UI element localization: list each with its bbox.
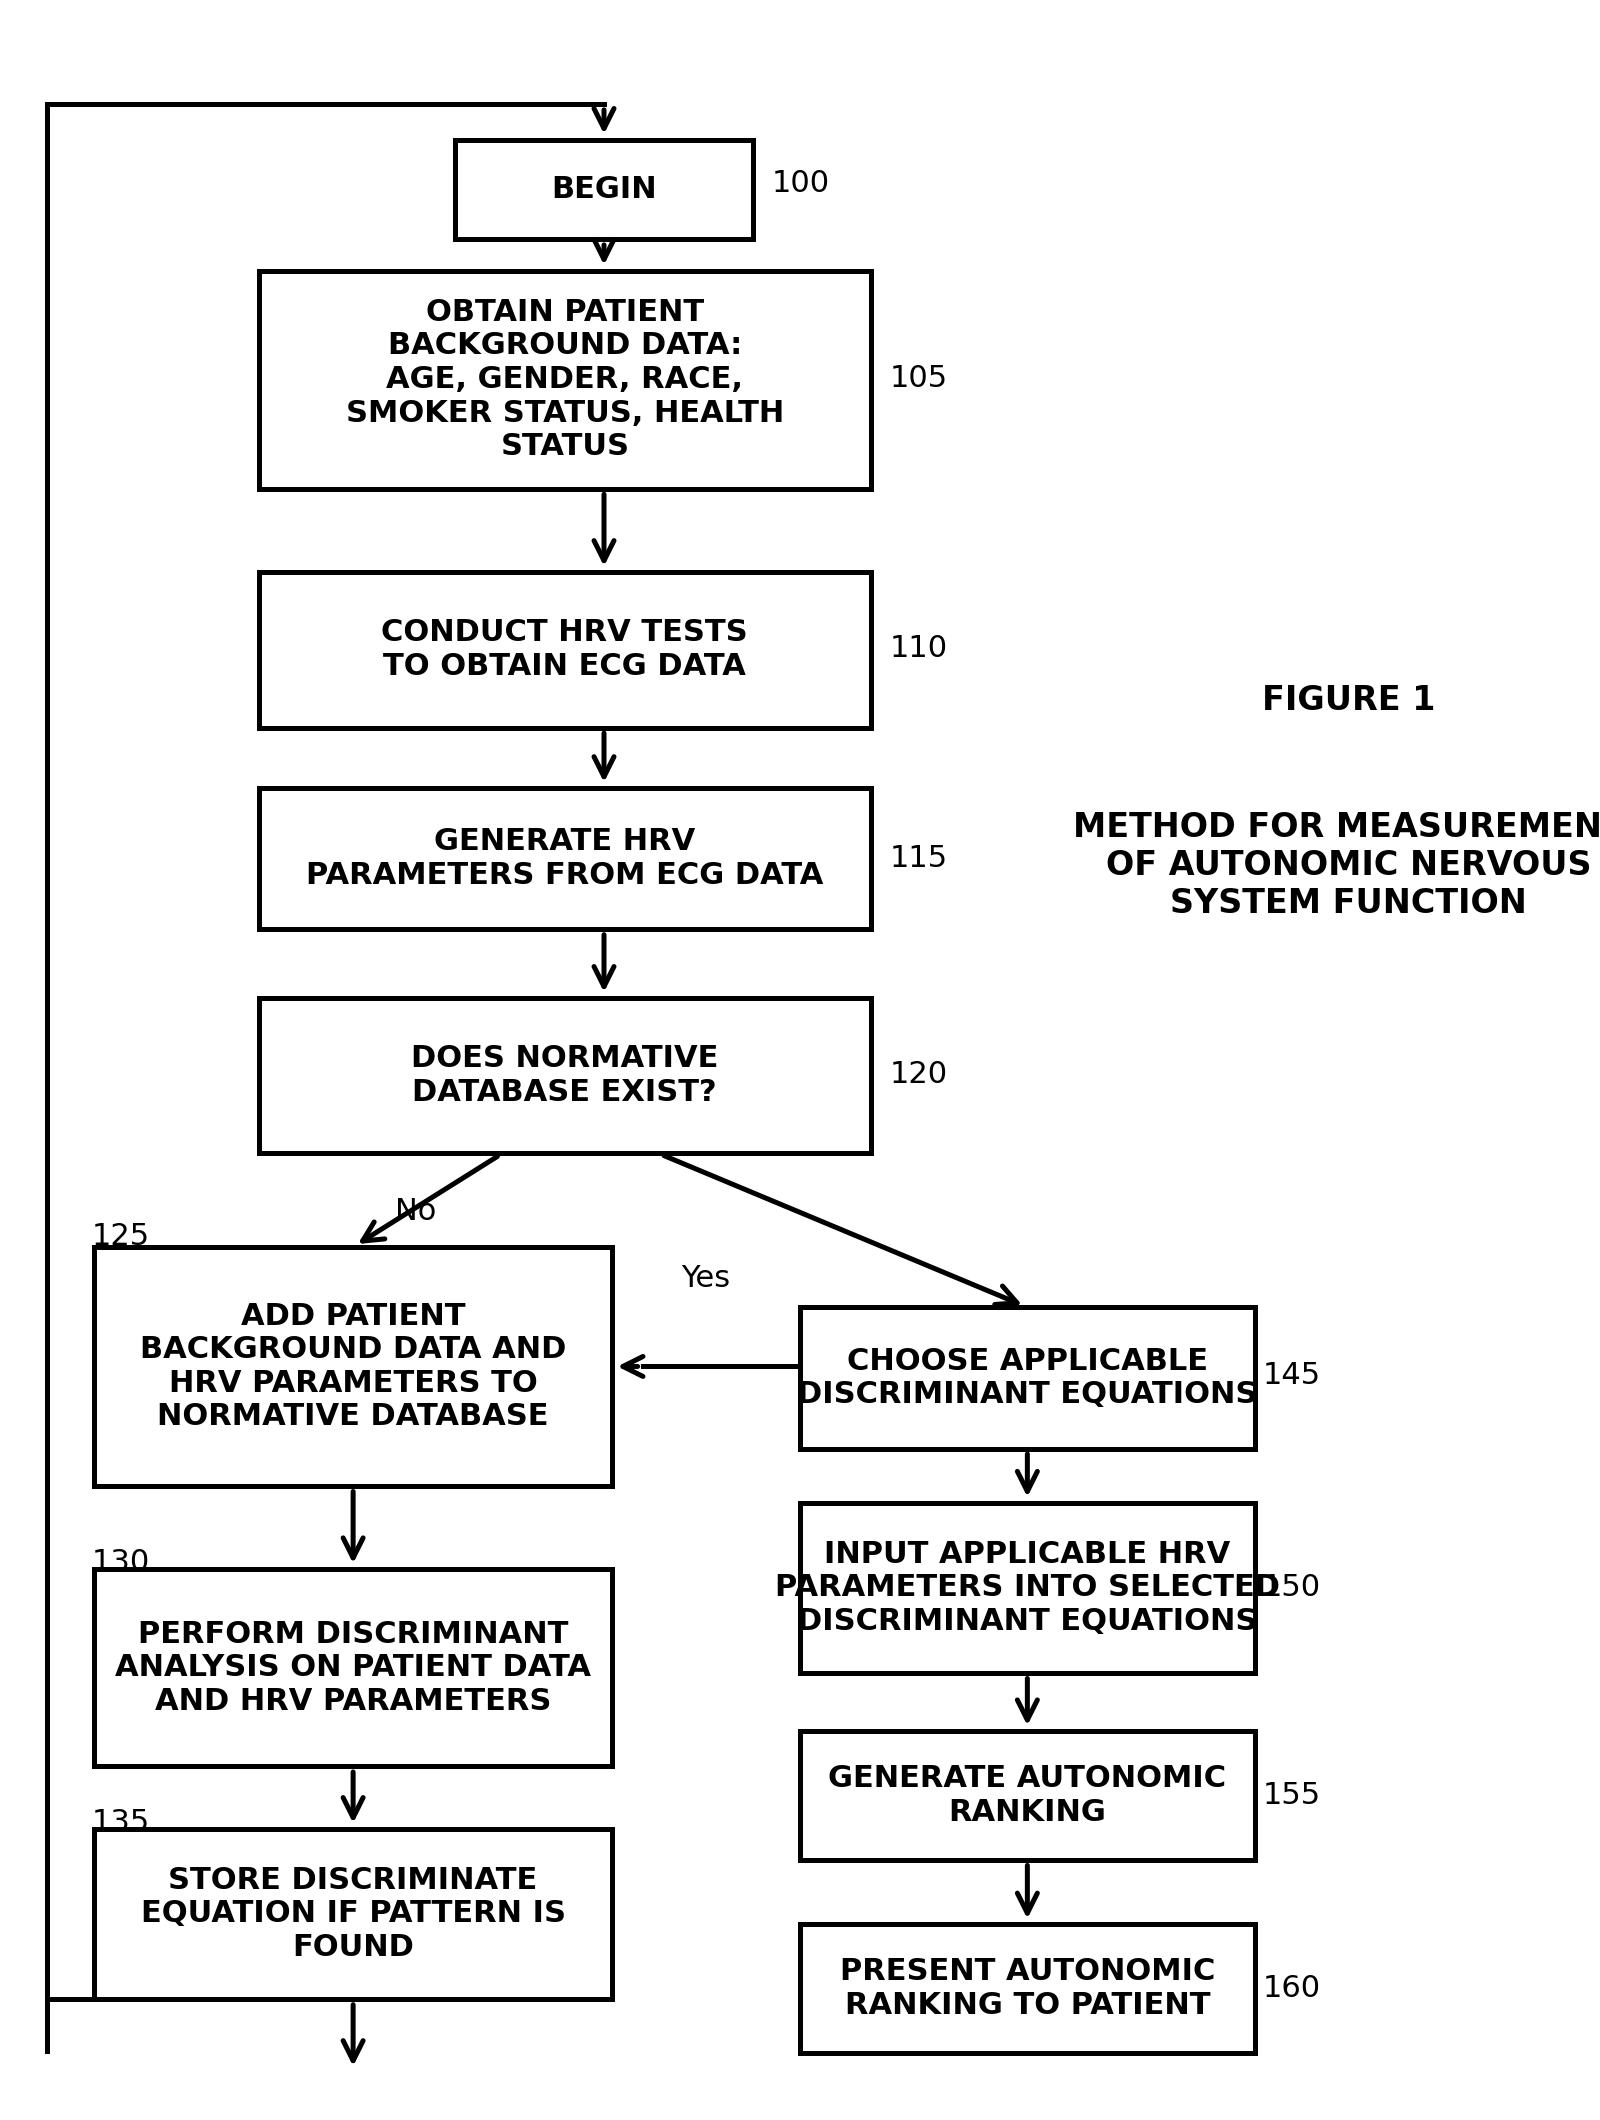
Text: PRESENT AUTONOMIC
RANKING TO PATIENT: PRESENT AUTONOMIC RANKING TO PATIENT	[840, 1957, 1214, 2020]
FancyBboxPatch shape	[800, 1732, 1254, 1859]
FancyBboxPatch shape	[94, 1247, 611, 1486]
FancyBboxPatch shape	[94, 1830, 611, 1999]
Text: Yes: Yes	[682, 1264, 731, 1293]
FancyBboxPatch shape	[259, 271, 870, 488]
FancyBboxPatch shape	[800, 1503, 1254, 1673]
Text: 145: 145	[1262, 1361, 1320, 1391]
FancyBboxPatch shape	[94, 1569, 611, 1766]
Text: METHOD FOR MEASUREMENT
OF AUTONOMIC NERVOUS
SYSTEM FUNCTION: METHOD FOR MEASUREMENT OF AUTONOMIC NERV…	[1074, 810, 1600, 920]
Text: No: No	[395, 1198, 437, 1225]
Text: 125: 125	[91, 1221, 149, 1251]
Text: DOES NORMATIVE
DATABASE EXIST?: DOES NORMATIVE DATABASE EXIST?	[411, 1045, 718, 1107]
Text: CHOOSE APPLICABLE
DISCRIMINANT EQUATIONS: CHOOSE APPLICABLE DISCRIMINANT EQUATIONS	[797, 1346, 1258, 1410]
Text: FIGURE 1: FIGURE 1	[1262, 685, 1435, 717]
Text: STORE DISCRIMINATE
EQUATION IF PATTERN IS
FOUND: STORE DISCRIMINATE EQUATION IF PATTERN I…	[141, 1866, 566, 1961]
FancyBboxPatch shape	[800, 1308, 1254, 1448]
Text: 100: 100	[771, 170, 830, 197]
Text: PERFORM DISCRIMINANT
ANALYSIS ON PATIENT DATA
AND HRV PARAMETERS: PERFORM DISCRIMINANT ANALYSIS ON PATIENT…	[115, 1620, 590, 1715]
Text: BEGIN: BEGIN	[550, 176, 658, 204]
Text: INPUT APPLICABLE HRV
PARAMETERS INTO SELECTED
DISCRIMINANT EQUATIONS: INPUT APPLICABLE HRV PARAMETERS INTO SEL…	[774, 1539, 1280, 1637]
Text: 155: 155	[1262, 1781, 1320, 1810]
Text: 160: 160	[1262, 1974, 1320, 2003]
FancyBboxPatch shape	[259, 789, 870, 929]
FancyBboxPatch shape	[259, 572, 870, 727]
Text: 135: 135	[91, 1808, 149, 1836]
Text: 115: 115	[890, 844, 947, 873]
Text: GENERATE AUTONOMIC
RANKING: GENERATE AUTONOMIC RANKING	[829, 1764, 1227, 1827]
Text: 150: 150	[1262, 1573, 1320, 1603]
FancyBboxPatch shape	[259, 999, 870, 1153]
Text: 110: 110	[890, 634, 947, 664]
Text: OBTAIN PATIENT
BACKGROUND DATA:
AGE, GENDER, RACE,
SMOKER STATUS, HEALTH
STATUS: OBTAIN PATIENT BACKGROUND DATA: AGE, GEN…	[346, 299, 784, 462]
Text: GENERATE HRV
PARAMETERS FROM ECG DATA: GENERATE HRV PARAMETERS FROM ECG DATA	[306, 827, 824, 890]
Text: 130: 130	[91, 1548, 149, 1577]
FancyBboxPatch shape	[454, 140, 754, 240]
Text: 105: 105	[890, 365, 947, 392]
Text: 120: 120	[890, 1060, 947, 1090]
Text: CONDUCT HRV TESTS
TO OBTAIN ECG DATA: CONDUCT HRV TESTS TO OBTAIN ECG DATA	[381, 619, 749, 681]
Text: ADD PATIENT
BACKGROUND DATA AND
HRV PARAMETERS TO
NORMATIVE DATABASE: ADD PATIENT BACKGROUND DATA AND HRV PARA…	[139, 1302, 566, 1431]
FancyBboxPatch shape	[800, 1925, 1254, 2052]
